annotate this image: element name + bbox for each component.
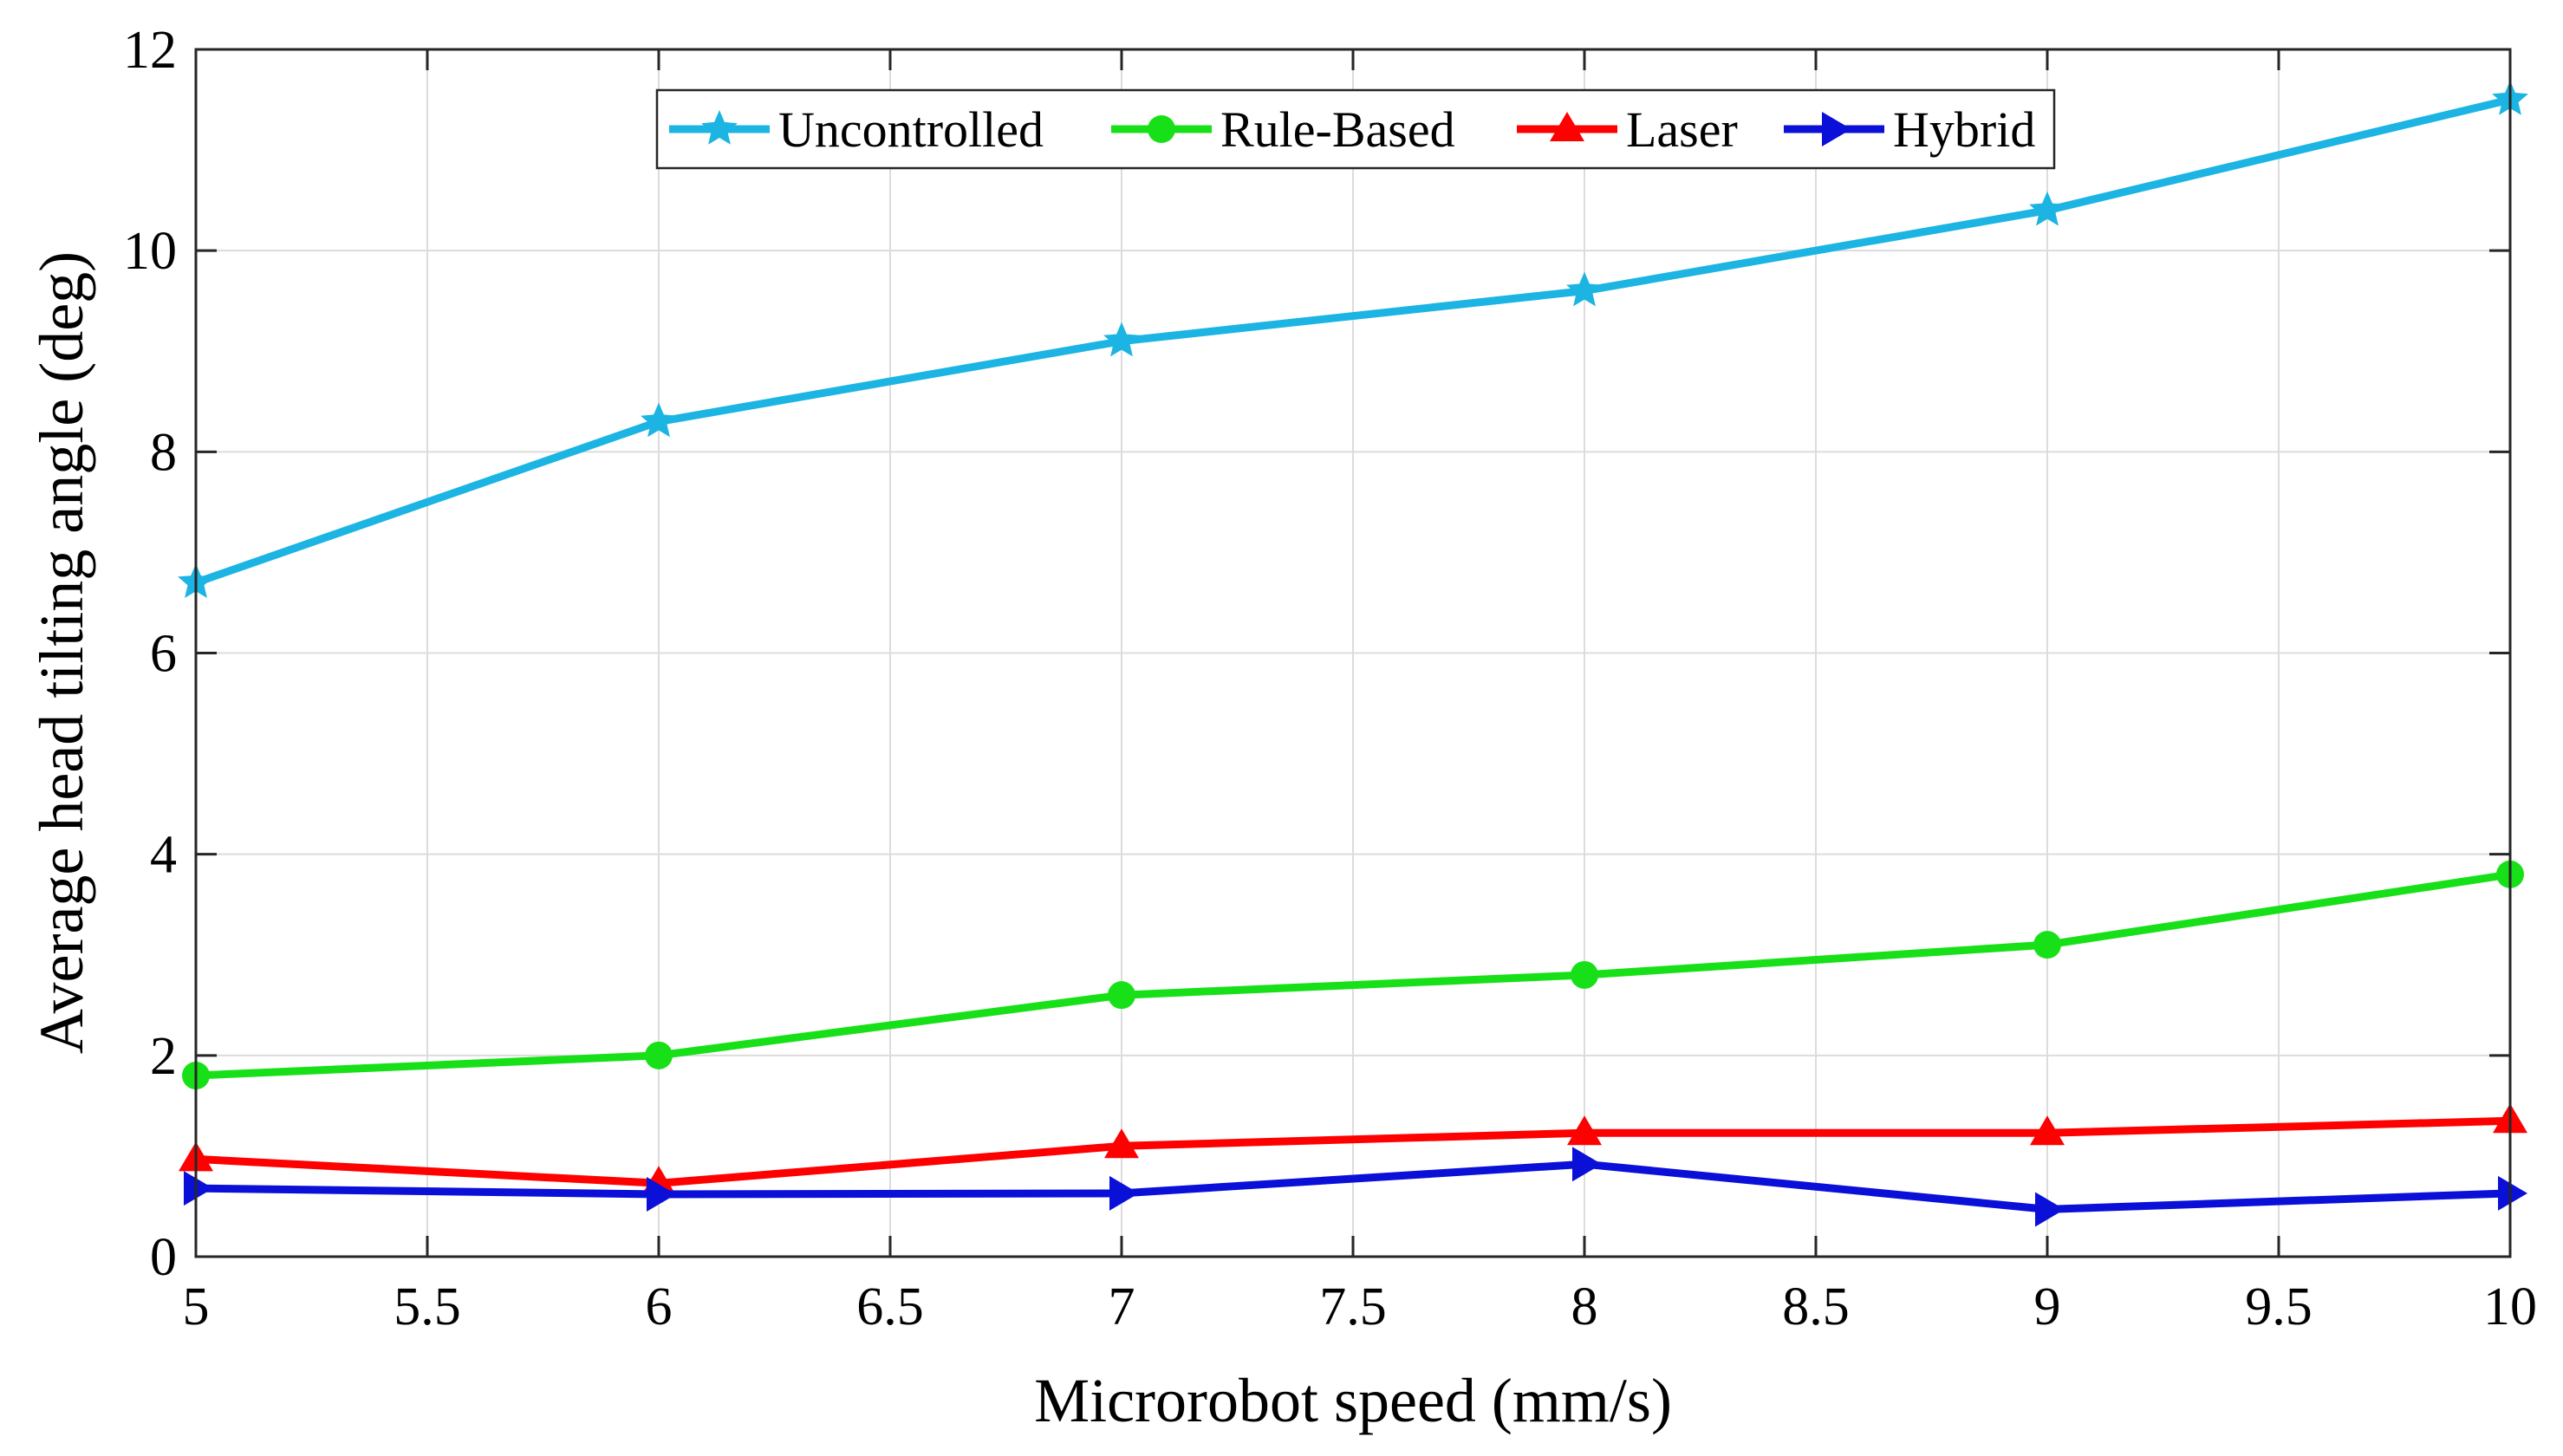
legend-item-hybrid: Hybrid <box>1784 101 2035 158</box>
legend-label-rule-based: Rule-Based <box>1220 101 1455 158</box>
legend-item-laser: Laser <box>1517 101 1738 158</box>
series-group <box>178 81 2528 1227</box>
legend-item-uncontrolled: Uncontrolled <box>669 101 1044 158</box>
data-point-uncontrolled <box>1566 271 1603 307</box>
data-point-uncontrolled <box>1103 322 1140 357</box>
legend-marker-rule-based <box>1148 115 1175 143</box>
data-point-laser <box>2030 1115 2065 1146</box>
x-tick-label: 5 <box>183 1277 210 1336</box>
legend-marker-uncontrolled <box>701 110 738 145</box>
y-axis-label: Average head tilting angle (deg) <box>27 251 96 1054</box>
x-tick-label: 8.5 <box>1782 1277 1850 1336</box>
data-point-hybrid <box>184 1171 213 1206</box>
y-tick-label: 10 <box>123 222 177 281</box>
x-tick-label: 6 <box>646 1277 673 1336</box>
y-tick-label: 2 <box>150 1027 177 1086</box>
data-point-hybrid <box>647 1177 676 1212</box>
series-line-laser <box>195 1116 2511 1187</box>
series-hybrid <box>184 1147 2527 1227</box>
legend: Uncontrolled Rule-Based Laser Hybrid <box>655 88 2056 170</box>
data-point-laser <box>1104 1128 1139 1159</box>
series-line-rule-based <box>195 870 2511 1080</box>
legend-label-laser: Laser <box>1626 101 1738 158</box>
y-tick-label: 12 <box>123 21 177 80</box>
ticks: 5 5.5 6 6.5 7 7.5 8 8.5 9 9.5 10 0 2 4 6 8 10 12 <box>123 21 2537 1336</box>
data-point-uncontrolled <box>641 402 677 438</box>
data-point-rule-based <box>1108 981 1135 1010</box>
series-line-hybrid <box>195 1160 2511 1213</box>
data-point-hybrid <box>2498 1175 2527 1211</box>
y-tick-label: 8 <box>150 423 177 482</box>
legend-box <box>655 88 2056 170</box>
x-tick-label: 8 <box>1571 1277 1598 1336</box>
data-point-hybrid <box>1572 1147 1602 1182</box>
data-point-rule-based <box>2033 931 2061 959</box>
y-tick-label: 4 <box>150 826 177 885</box>
x-tick-label: 9.5 <box>2245 1277 2313 1336</box>
series-line-uncontrolled <box>194 95 2512 587</box>
y-tick-label: 6 <box>150 625 177 684</box>
data-point-rule-based <box>645 1041 673 1069</box>
x-tick-label: 6.5 <box>856 1277 924 1336</box>
legend-marker-hybrid <box>1822 112 1851 146</box>
grid <box>196 49 2510 1257</box>
data-point-hybrid <box>1109 1175 1139 1211</box>
legend-item-rule-based: Rule-Based <box>1111 101 1455 158</box>
x-axis-label: Microrobot speed (mm/s) <box>1034 1366 1672 1435</box>
data-point-rule-based <box>1571 960 1598 989</box>
data-point-laser <box>1567 1115 1602 1146</box>
legend-label-uncontrolled: Uncontrolled <box>778 101 1044 158</box>
data-point-uncontrolled <box>2029 191 2065 226</box>
x-tick-label: 9 <box>2034 1277 2061 1336</box>
legend-label-hybrid: Hybrid <box>1893 101 2035 158</box>
x-tick-label: 7.5 <box>1319 1277 1387 1336</box>
x-tick-label: 5.5 <box>394 1277 461 1336</box>
x-tick-label: 7 <box>1109 1277 1135 1336</box>
x-tick-label: 10 <box>2483 1277 2537 1336</box>
y-tick-label: 0 <box>150 1228 177 1287</box>
legend-marker-laser <box>1550 112 1584 141</box>
data-point-hybrid <box>2035 1192 2065 1227</box>
